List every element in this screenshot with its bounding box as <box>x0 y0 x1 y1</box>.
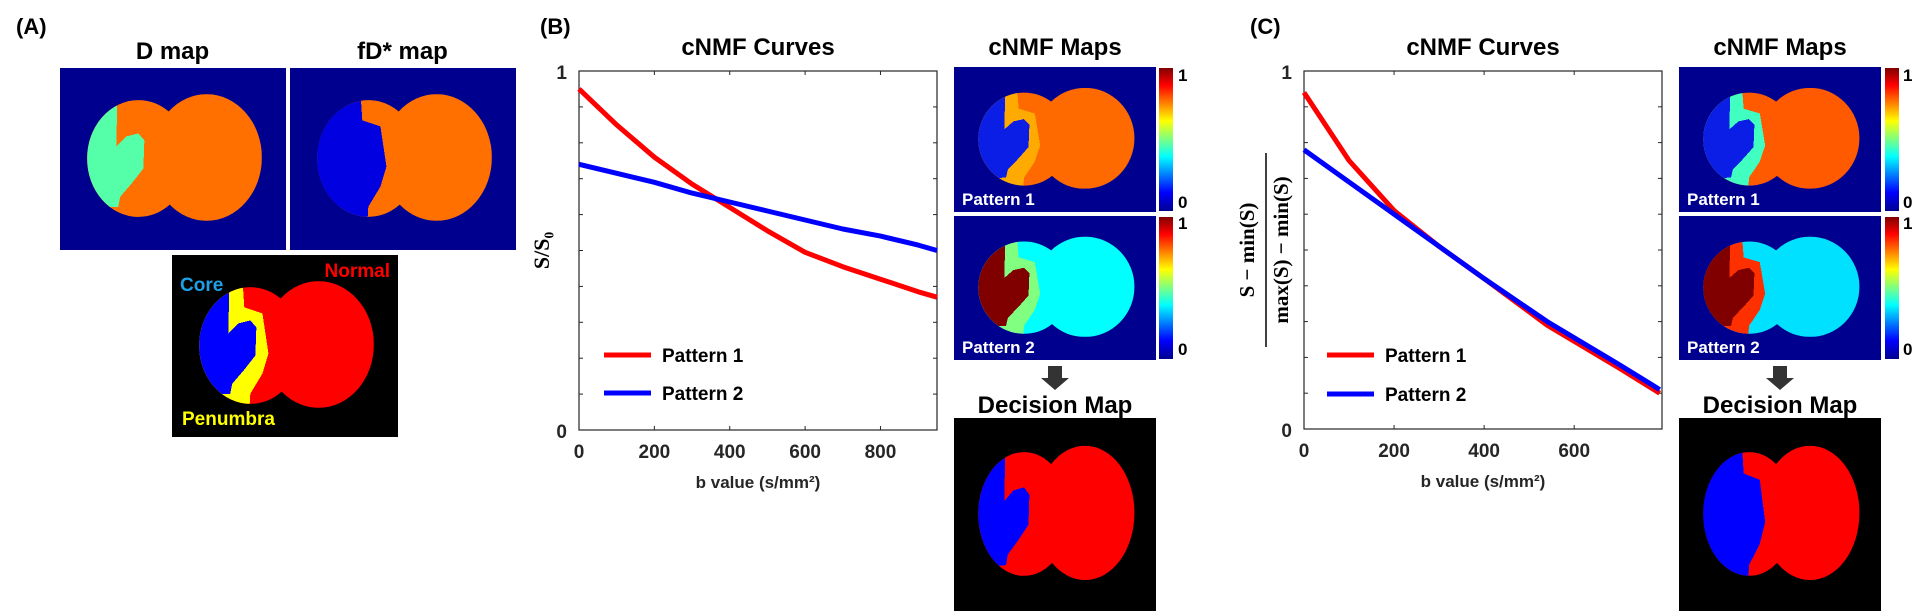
b-pattern2-label: Pattern 2 <box>962 338 1035 357</box>
b-ytick-label: 1 <box>556 63 567 84</box>
b-legend-label-1: Pattern 1 <box>662 346 744 367</box>
brain-map-svg <box>954 216 1156 360</box>
brain-map-svg <box>954 67 1156 212</box>
c-decision-map <box>1679 418 1881 611</box>
c-ytick-label: 0 <box>1281 421 1292 442</box>
c-maps-title: cNMF Maps <box>1713 34 1847 61</box>
b-chart-title: cNMF Curves <box>681 34 835 61</box>
ground-truth-map-image: Core Normal Penumbra <box>172 255 398 437</box>
b-xtick-label: 0 <box>574 442 585 463</box>
c-legend-label-1: Pattern 1 <box>1385 346 1467 367</box>
c-colorbar-2 <box>1884 216 1900 360</box>
c-legend-label-2: Pattern 2 <box>1385 385 1466 406</box>
fd-map-title: fD* map <box>357 38 448 65</box>
c-pattern1-label: Pattern 1 <box>1687 190 1760 209</box>
brain-map-svg <box>954 418 1156 611</box>
normal-label: Normal <box>324 261 390 282</box>
b-legend-label-2: Pattern 2 <box>662 384 743 405</box>
c-colorbar-1 <box>1884 67 1900 212</box>
c-chart-title: cNMF Curves <box>1406 34 1560 61</box>
core-region <box>199 285 257 396</box>
b-y-axis-label: S/S₀ <box>529 232 554 270</box>
brain-map-svg <box>172 255 398 437</box>
core-label: Core <box>180 275 224 296</box>
d-map-image <box>60 68 286 250</box>
core-region <box>978 239 1030 328</box>
b-decision-title: Decision Map <box>977 392 1133 419</box>
b-xtick-label: 400 <box>714 442 746 463</box>
c-xtick-label: 200 <box>1378 441 1410 462</box>
b-xtick-label: 800 <box>865 442 897 463</box>
c-colorbar-2-max: 1 <box>1903 214 1913 233</box>
b-maps-title: cNMF Maps <box>988 34 1122 61</box>
b-pattern1-label: Pattern 1 <box>962 190 1035 209</box>
b-colorbar-1-min: 0 <box>1178 193 1188 212</box>
core-region <box>978 91 1030 180</box>
c-decision-title: Decision Map <box>1702 392 1858 419</box>
brain-map-svg <box>60 68 286 250</box>
b-arrow-down-icon-shaft <box>1048 366 1062 378</box>
b-x-axis-label: b value (s/mm²) <box>696 473 821 492</box>
brain-map-svg <box>1679 216 1881 360</box>
core-region <box>1703 239 1755 328</box>
brain-map-svg <box>290 68 516 250</box>
c-y-axis-label-denominator: max(S) − min(S) <box>1269 176 1293 323</box>
b-xtick-label: 200 <box>639 442 671 463</box>
b-pattern1-map: Pattern 1 <box>954 67 1156 212</box>
b-colorbar-2 <box>1158 216 1174 360</box>
penumbra-label: Penumbra <box>182 409 275 430</box>
c-arrow-down-icon-shaft <box>1773 366 1787 378</box>
c-xtick-label: 400 <box>1468 441 1500 462</box>
b-colorbar-1-max: 1 <box>1178 66 1188 85</box>
b-colorbar-2-min: 0 <box>1178 340 1188 359</box>
panel-a-label: (A) <box>16 14 47 39</box>
c-xtick-label: 600 <box>1558 441 1590 462</box>
b-colorbar-2-max: 1 <box>1178 214 1188 233</box>
c-colorbar-1-max: 1 <box>1903 66 1913 85</box>
b-colorbar-1 <box>1158 67 1174 212</box>
c-x-axis-label: b value (s/mm²) <box>1421 472 1546 491</box>
c-y-axis-label-numerator: S − min(S) <box>1235 203 1259 298</box>
b-xtick-label: 600 <box>789 442 821 463</box>
d-map-title: D map <box>135 38 210 65</box>
panel-b-label: (B) <box>540 14 571 39</box>
b-series-line-1 <box>577 87 938 300</box>
c-colorbar-1-min: 0 <box>1903 193 1913 212</box>
b-pattern2-map: Pattern 2 <box>954 216 1156 360</box>
b-decision-map <box>954 418 1156 611</box>
b-plot-area <box>578 70 938 431</box>
core-region <box>1703 449 1755 568</box>
c-ytick-label: 1 <box>1281 63 1292 84</box>
core-region <box>978 449 1030 568</box>
core-region <box>1703 91 1755 180</box>
b-series-line-2 <box>578 161 938 253</box>
c-series-line-2 <box>1302 147 1662 392</box>
c-pattern2-label: Pattern 2 <box>1687 338 1760 357</box>
c-pattern1-map: Pattern 1 <box>1679 67 1881 212</box>
core-region <box>317 98 375 209</box>
c-pattern2-map: Pattern 2 <box>1679 216 1881 360</box>
brain-map-svg <box>1679 67 1881 212</box>
b-arrow-down-icon <box>1041 378 1069 390</box>
panel-c-label: (C) <box>1250 14 1281 39</box>
c-xtick-label: 0 <box>1299 441 1310 462</box>
brain-map-svg <box>1679 418 1881 611</box>
core-region <box>87 98 145 209</box>
c-colorbar-2-min: 0 <box>1903 340 1913 359</box>
fd-map-image <box>290 68 516 250</box>
b-ytick-label: 0 <box>556 422 567 443</box>
c-plot-area <box>1303 70 1663 430</box>
c-arrow-down-icon <box>1766 378 1794 390</box>
